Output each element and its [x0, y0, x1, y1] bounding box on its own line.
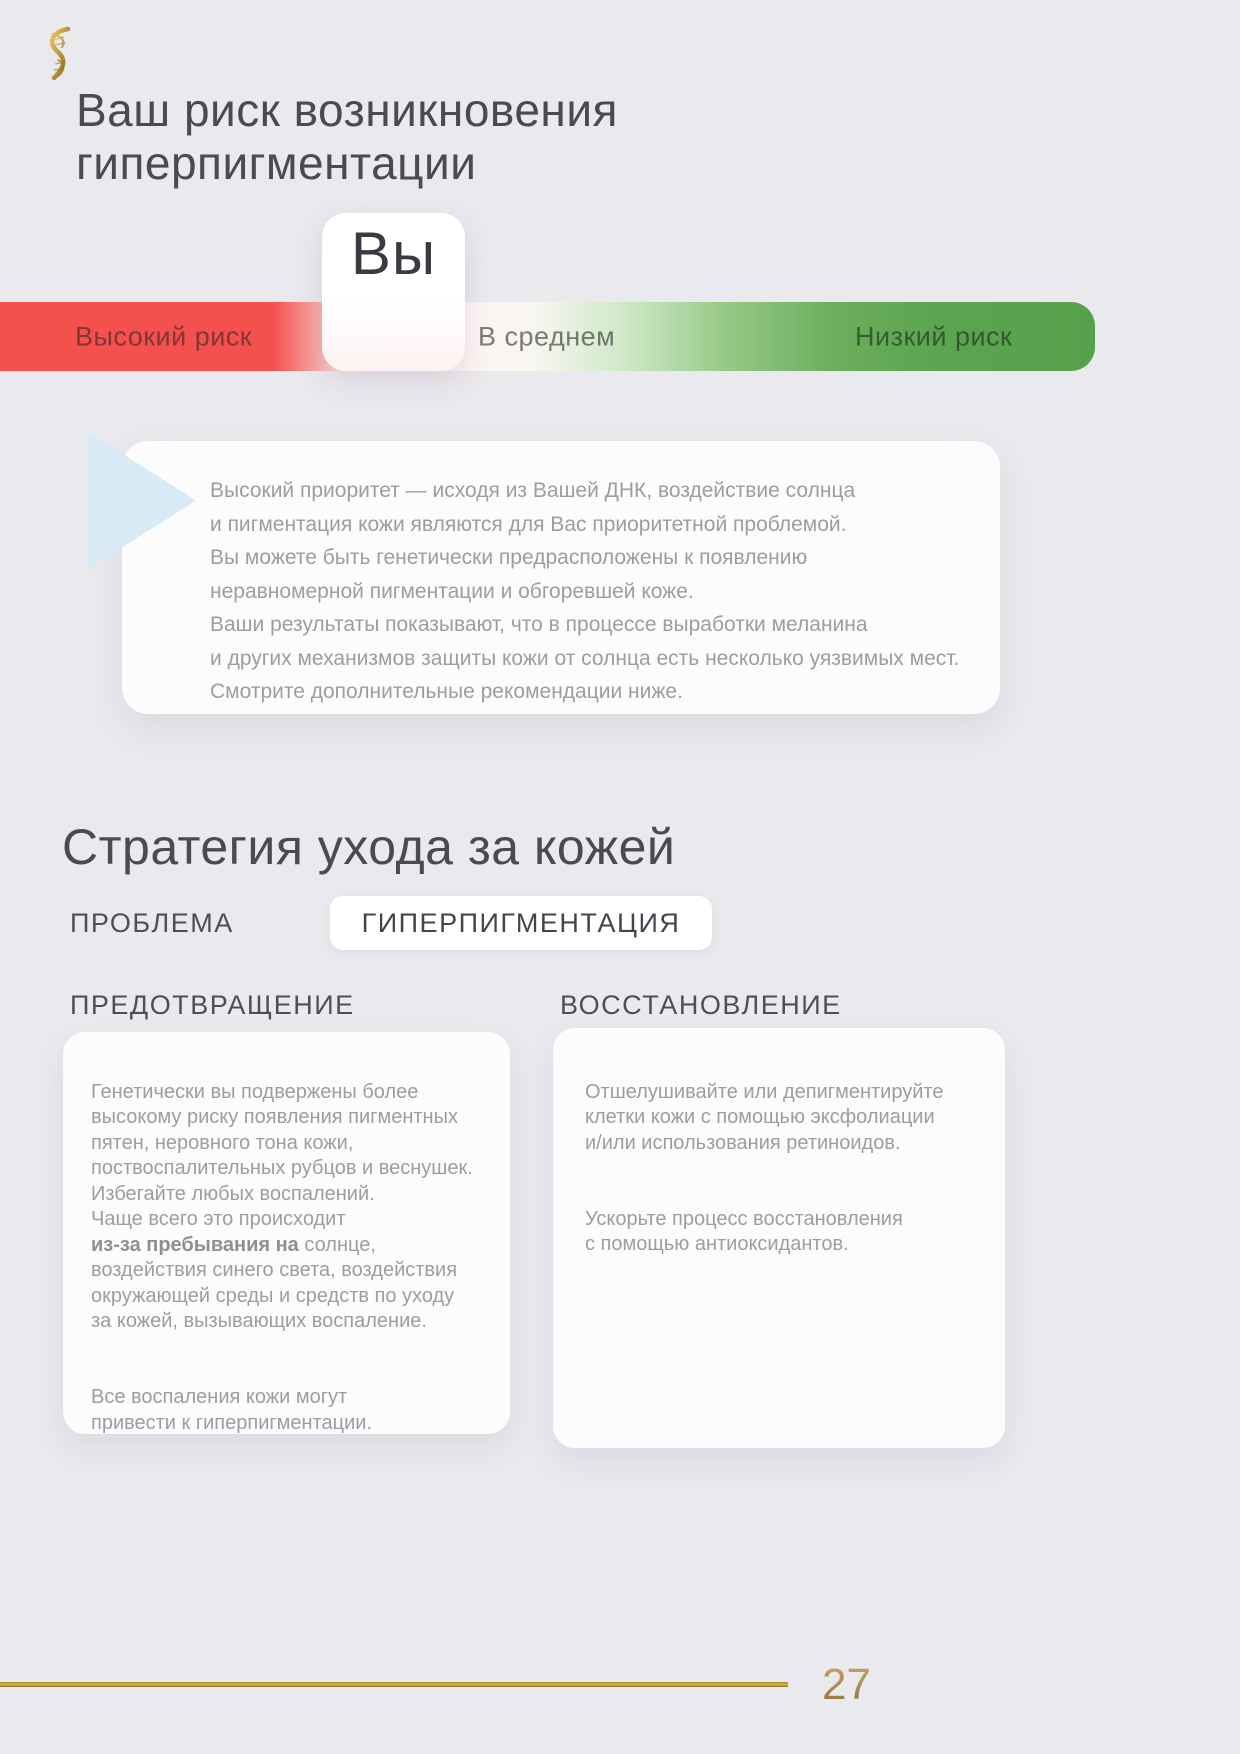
risk-label-low: Низкий риск [855, 321, 1013, 351]
prevention-header: ПРЕДОТВРАЩЕНИЕ [70, 990, 355, 1020]
prevention-paragraph-1: Генетически вы подвержены более высокому… [91, 1080, 486, 1335]
recovery-paragraph-1: Отшелушивайте или депигментируйте клетки… [585, 1080, 944, 1154]
you-marker-label: Вы [350, 220, 437, 287]
priority-note-card: Высокий приоритет — исходя из Вашей ДНК,… [122, 441, 1000, 714]
recovery-card-text: Отшелушивайте или депигментируйте клетки… [585, 1054, 975, 1308]
dna-helix-icon [49, 26, 71, 81]
page-number: 27 [822, 1660, 871, 1709]
problem-value-pill: ГИПЕРПИГМЕНТАЦИЯ [330, 896, 712, 950]
risk-gradient-bar: Высокий риск В среднем Низкий риск [0, 302, 1095, 371]
prevention-card: Генетически вы подвержены более высокому… [63, 1032, 510, 1434]
prevention-p1-after: солнце, воздействия синего света, воздей… [91, 1233, 458, 1333]
recovery-header: ВОССТАНОВЛЕНИЕ [560, 990, 842, 1020]
prevention-p1-before: Генетически вы подвержены более высокому… [91, 1080, 473, 1231]
problem-label: ПРОБЛЕМА [70, 908, 234, 938]
prevention-paragraph-2: Все воспаления кожи могут привести к гип… [91, 1386, 373, 1434]
recovery-paragraph-2: Ускорьте процесс восстановления с помощь… [585, 1207, 903, 1256]
risk-label-high: Высокий риск [75, 321, 253, 351]
prevention-card-text: Генетически вы подвержены более высокому… [91, 1054, 486, 1487]
footer-divider [0, 1682, 788, 1687]
strategy-title: Стратегия ухода за кожей [62, 819, 676, 875]
recovery-card: Отшелушивайте или депигментируйте клетки… [553, 1028, 1005, 1448]
prevention-p1-bold: из-за пребывания на [91, 1233, 299, 1256]
priority-note-text: Высокий приоритет — исходя из Вашей ДНК,… [210, 479, 960, 703]
problem-value-text: ГИПЕРПИГМЕНТАЦИЯ [361, 907, 681, 938]
you-marker: Вы [322, 213, 465, 371]
risk-label-medium: В среднем [478, 321, 616, 351]
page-title: Ваш риск возникновения гиперпигментации [76, 84, 618, 190]
